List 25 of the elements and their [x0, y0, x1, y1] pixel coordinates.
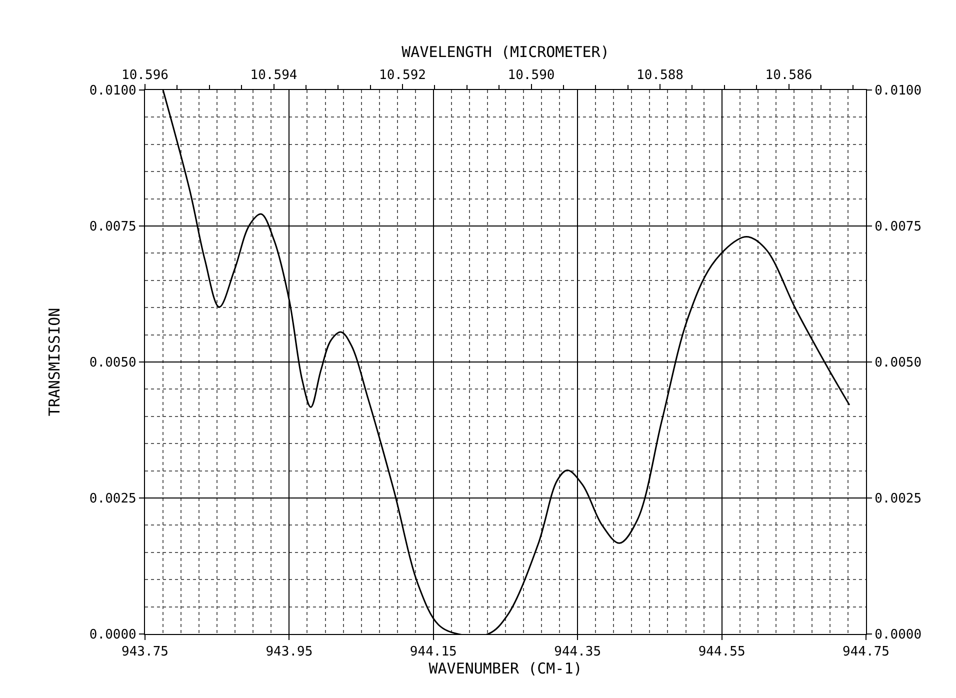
x2-tick-label: 10.592 — [379, 68, 426, 83]
y-tick-label: 0.0075 — [89, 220, 136, 235]
y-tick-label: 0.0100 — [89, 84, 136, 99]
x2-axis-title: WAVELENGTH (MICROMETER) — [402, 43, 610, 62]
y2-tick-label: 0.0025 — [874, 492, 922, 507]
x2-tick-label: 10.586 — [765, 68, 812, 83]
y-axis-title: TRANSMISSION — [46, 308, 64, 416]
x2-tick-label: 10.596 — [122, 68, 168, 83]
x-axis-title: WAVENUMBER (CM-1) — [428, 660, 582, 678]
y2-tick-label: 0.0050 — [874, 356, 922, 371]
y-tick-label: 0.0050 — [89, 356, 136, 371]
y-tick-label: 0.0025 — [89, 492, 136, 507]
x-tick-label: 943.95 — [266, 644, 313, 660]
x2-tick-label: 10.594 — [250, 68, 298, 83]
x-tick-label: 944.75 — [842, 644, 890, 660]
x-tick-label: 944.55 — [698, 644, 746, 660]
x-tick-label: 944.35 — [554, 644, 602, 660]
y2-tick-label: 0.0075 — [874, 220, 922, 235]
x2-tick-label: 10.588 — [636, 68, 684, 83]
y2-tick-label: 0.0000 — [874, 628, 922, 643]
y2-tick-label: 0.0100 — [874, 84, 922, 99]
x-tick-label: 944.15 — [410, 644, 457, 660]
x-tick-label: 943.75 — [122, 644, 168, 660]
x2-tick-label: 10.590 — [508, 68, 555, 83]
y-tick-label: 0.0000 — [89, 628, 136, 643]
